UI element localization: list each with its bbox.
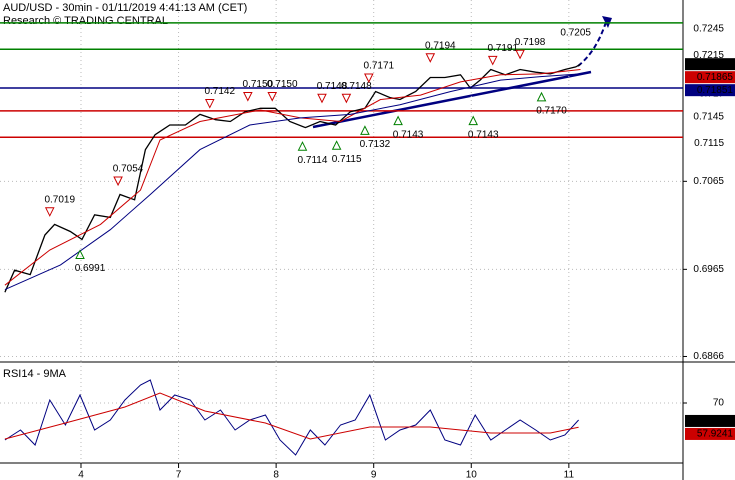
support-marker [75, 249, 85, 259]
x-tick-label: 8 [273, 470, 279, 480]
y-tick-label: 70 [713, 398, 725, 409]
marker-label: 0.7148 [317, 81, 348, 92]
last-value-label: 61.0252 [697, 416, 734, 427]
series-line [4, 379, 579, 456]
support-marker [536, 91, 547, 102]
resistance-marker [204, 99, 215, 109]
x-tick-label: 7 [176, 470, 182, 480]
level-label: 0.7145 [693, 112, 724, 123]
marker-label: 0.7142 [204, 86, 235, 97]
forecast-arrow [577, 21, 607, 67]
last-value-label: 57.9241 [697, 429, 734, 440]
level-label: 0.7245 [693, 24, 724, 35]
resistance-marker [364, 73, 374, 84]
level-label: 0.7115 [694, 138, 724, 149]
marker-label: 0.7115 [332, 154, 362, 165]
chart-title: AUD/USD - 30min - 01/11/2019 4:41:13 AM … [3, 2, 247, 14]
marker-label: 0.6991 [75, 263, 106, 274]
series-line [4, 392, 579, 440]
support-marker [393, 115, 403, 126]
marker-label: 0.7170 [536, 106, 567, 117]
support-marker [331, 140, 342, 150]
x-tick-label: 10 [466, 470, 478, 480]
y-tick-label: 0.6965 [693, 264, 724, 275]
marker-label: 0.7132 [360, 139, 391, 150]
marker-label: 0.7143 [393, 129, 424, 140]
marker-label: 0.7019 [44, 194, 75, 205]
last-value-label: 0.71981 [697, 59, 734, 70]
rsi-title: RSI14 - 9MA [3, 368, 67, 380]
last-value-tag [685, 71, 735, 84]
y-tick-label: 0.6866 [693, 351, 724, 362]
marker-label: 0.7143 [468, 129, 499, 140]
level-label: 0.7215 [693, 50, 724, 61]
x-tick-label: 4 [78, 470, 84, 480]
marker-label: 0.7150 [267, 79, 298, 90]
resistance-marker [317, 93, 327, 104]
resistance-marker [44, 207, 55, 217]
y-tick-label: 0.7065 [693, 176, 724, 187]
resistance-marker [243, 92, 253, 102]
resistance-marker [267, 92, 278, 102]
forecast-arrowhead [602, 16, 612, 28]
resistance-marker [341, 93, 352, 104]
x-tick-label: 11 [564, 470, 575, 480]
marker-label: 0.7205 [560, 28, 591, 39]
marker-label: 0.7171 [364, 61, 395, 72]
marker-label: 0.7114 [298, 155, 328, 166]
marker-label: 0.7054 [113, 164, 144, 175]
marker-label: 0.7191 [487, 43, 518, 54]
series-line [4, 63, 581, 293]
last-value-tag [685, 414, 735, 427]
x-tick-label: 9 [371, 470, 377, 480]
last-value-tag [685, 84, 735, 97]
last-value-tag [685, 58, 735, 71]
resistance-marker [515, 49, 525, 60]
resistance-marker [113, 176, 123, 187]
last-value-tag [685, 427, 735, 440]
marker-label: 0.7198 [515, 37, 546, 48]
resistance-marker [425, 53, 436, 63]
resistance-marker [487, 55, 498, 66]
support-marker [297, 141, 308, 151]
support-marker [468, 115, 479, 126]
chart-subtitle: Research © TRADING CENTRAL [3, 15, 168, 27]
last-value-label: 0.71865 [697, 72, 734, 83]
marker-label: 0.7150 [243, 79, 274, 90]
support-marker [360, 125, 370, 135]
marker-label: 0.7194 [425, 40, 456, 51]
trend-line [312, 70, 592, 129]
last-value-label: 0.71851 [697, 85, 734, 96]
series-line [4, 73, 581, 291]
marker-label: 0.7148 [341, 81, 372, 92]
